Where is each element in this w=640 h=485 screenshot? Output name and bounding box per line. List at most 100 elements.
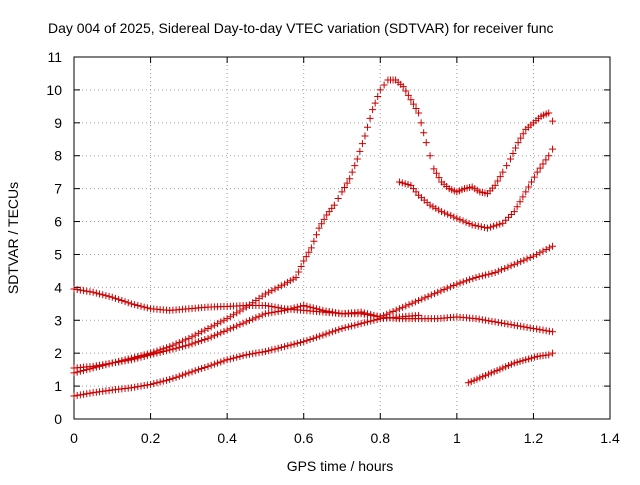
x-axis: 0 0.2 0.4 0.6 0.8 1 1.2 1.4 [70,57,620,446]
data-point-series-4 [466,276,474,284]
data-point-series-1 [371,99,379,107]
data-point-series-3 [536,326,544,334]
data-point-series-4 [408,299,416,307]
data-point-series-5 [357,320,365,328]
data-point-series-1 [519,130,527,138]
data-point-series-2 [459,217,467,225]
data-point-series-4 [309,304,317,312]
data-point-series-1 [286,277,294,285]
data-point-series-1 [376,86,384,94]
data-point-series-4 [319,306,327,314]
grid [74,57,610,419]
data-point-series-4 [115,358,123,366]
data-point-series-4 [172,344,180,352]
data-point-series-5 [166,376,174,384]
data-point-series-5 [210,360,218,368]
data-point-series-2 [453,214,461,222]
data-point-series-4 [134,354,142,362]
data-point-series-4 [163,347,171,355]
data-point-series-6 [487,369,495,377]
data-point-series-2 [539,160,547,168]
data-point-series-4 [70,369,78,377]
data-point-series-1 [261,290,269,298]
data-point-series-6 [507,360,515,368]
data-point-series-5 [156,378,164,386]
data-point-series-1 [545,109,553,117]
data-point-series-5 [198,365,206,373]
data-point-series-1 [348,168,356,176]
data-point-series-1 [430,165,438,173]
data-point-series-5 [245,350,253,358]
data-point-series-5 [147,380,155,388]
data-point-series-1 [346,175,354,183]
data-point-series-2 [471,221,479,229]
data-point-series-2 [468,221,476,229]
data-point-series-3 [143,304,151,312]
data-point-series-1 [289,275,297,283]
data-point-series-5 [150,380,158,388]
data-point-series-4 [395,305,403,313]
data-point-series-4 [153,349,161,357]
data-point-series-4 [456,279,464,287]
data-point-series-6 [482,371,490,379]
data-point-series-5 [175,372,183,380]
y-tick-label: 11 [47,49,62,65]
data-point-series-5 [73,391,81,399]
data-point-series-4 [258,311,266,319]
data-point-series-1 [426,152,434,160]
y-tick-label: 6 [54,214,62,230]
data-point-series-4 [76,367,84,375]
data-point-series-1 [277,282,285,290]
y-tick-label: 0 [54,411,62,427]
data-point-series-4 [549,242,557,250]
data-point-series-2 [487,223,495,231]
data-point-series-5 [367,317,375,325]
data-point-series-2 [404,181,412,189]
data-point-series-4 [236,321,244,329]
data-point-series-2 [490,222,498,230]
data-point-series-4 [127,356,135,364]
data-point-series-1 [506,155,514,163]
data-point-series-3 [482,316,490,324]
data-point-series-1 [185,334,193,342]
data-point-series-3 [491,318,499,326]
data-point-series-4 [287,305,295,313]
data-point-series-3 [261,301,269,309]
data-point-series-5 [233,353,241,361]
data-point-series-5 [172,373,180,381]
data-point-series-2 [441,209,449,217]
data-point-series-5 [249,350,257,358]
data-point-series-4 [306,303,314,311]
data-point-series-4 [182,342,190,350]
data-point-series-1 [305,248,313,256]
data-point-series-1 [417,119,425,127]
data-point-series-3 [86,288,94,296]
data-point-series-4 [194,338,202,346]
data-point-series-2 [456,216,464,224]
data-point-series-5 [265,347,273,355]
data-point-series-2 [474,222,482,230]
data-point-series-3 [539,326,547,334]
data-point-series-3 [83,287,91,295]
y-tick-label: 5 [54,246,62,262]
data-point-series-5 [274,344,282,352]
data-point-series-4 [96,362,104,370]
x-tick-label: 0 [70,430,78,446]
data-point-series-3 [504,320,512,328]
data-point-series-4 [147,351,155,359]
data-point-series-1 [422,139,430,147]
data-point-series-1 [364,123,372,131]
data-point-series-3 [478,316,486,324]
data-point-series-3 [545,327,553,335]
data-point-series-5 [271,345,279,353]
data-point-series-6 [530,353,538,361]
data-point-series-1 [201,326,209,334]
data-point-series-1 [412,105,420,113]
data-point-series-2 [545,152,553,160]
x-tick-label: 1 [453,430,461,446]
data-point-series-1 [499,168,507,176]
data-point-series-4 [475,273,483,281]
data-point-series-1 [549,117,557,125]
data-point-series-4 [402,302,410,310]
